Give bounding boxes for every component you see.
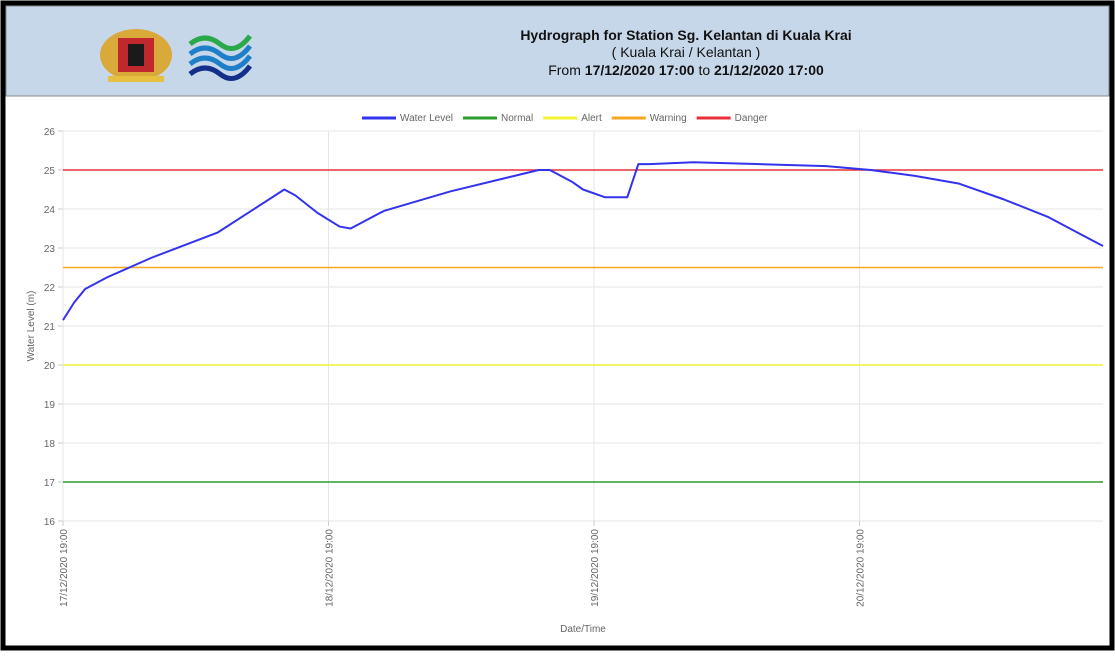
- legend-label: Warning: [650, 113, 687, 124]
- x-tick-label: 19/12/2020 19:00: [590, 529, 601, 607]
- range-from-label: From: [548, 62, 581, 78]
- crest-logo: [100, 29, 172, 82]
- legend-label: Danger: [735, 113, 768, 124]
- range-from: 17/12/2020 17:00: [585, 62, 695, 78]
- y-tick-label: 24: [44, 205, 56, 216]
- legend-label: Alert: [581, 113, 602, 124]
- x-tick-label: 18/12/2020 19:00: [325, 529, 336, 607]
- water-logo: [188, 34, 252, 81]
- y-tick-label: 26: [44, 127, 56, 138]
- date-range: From 17/12/2020 17:00 to 21/12/2020 17:0…: [548, 62, 824, 78]
- data-line: [62, 161, 1104, 321]
- range-to: 21/12/2020 17:00: [714, 62, 824, 78]
- legend-label: Normal: [501, 113, 533, 124]
- y-tick-label: 16: [44, 517, 56, 528]
- x-axis-label: Date/Time: [560, 624, 606, 635]
- x-tick-label: 17/12/2020 19:00: [59, 529, 70, 607]
- y-tick-label: 17: [44, 478, 56, 489]
- title: Hydrograph for Station Sg. Kelantan di K…: [520, 27, 851, 43]
- legend-label: Water Level: [400, 113, 453, 124]
- range-to-label: to: [698, 62, 710, 78]
- plot: 16 17 18 19 20 21 22 23 24 25 26 17/12/2020 19:00 18…: [26, 113, 1104, 635]
- y-axis-label: Water Level (m): [26, 291, 37, 362]
- x-tick-label: 20/12/2020 19:00: [856, 529, 867, 607]
- y-tick-label: 20: [44, 361, 56, 372]
- y-tick-label: 18: [44, 439, 56, 450]
- y-tick-label: 23: [44, 244, 56, 255]
- subtitle: ( Kuala Krai / Kelantan ): [612, 44, 761, 60]
- y-tick-label: 21: [44, 322, 56, 333]
- y-tick-label: 19: [44, 400, 56, 411]
- y-tick-label: 22: [44, 283, 56, 294]
- y-tick-label: 25: [44, 166, 56, 177]
